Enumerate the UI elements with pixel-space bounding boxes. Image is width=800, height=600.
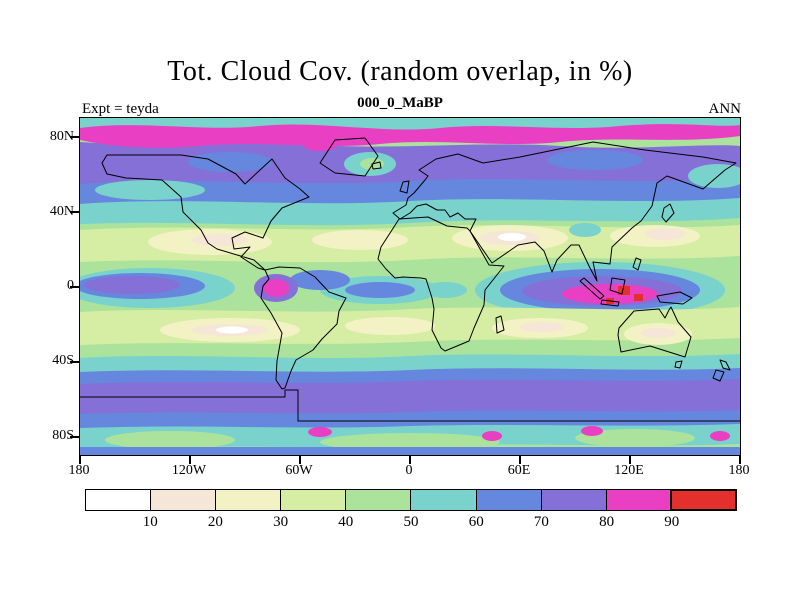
lat-tick-mark [70,136,79,138]
coast-africa [377,216,505,352]
coast-sumatra [579,277,605,300]
coast-madagascar [495,315,505,334]
colorbar-tick-label-50: 50 [403,514,419,530]
coast-new-zealand-north [719,359,731,371]
lon-tick-mark [299,456,301,464]
coast-iceland [371,161,382,170]
lat-tick-label-40n: 40N [49,204,74,219]
season-label: ANN [708,101,742,117]
lon-tick-label-60e: 60E [507,463,531,478]
contour-field [80,118,740,455]
experiment-label: Expt = teyda [82,101,159,117]
lat-tick-mark [70,361,79,363]
lat-tick-label-eq: 0 [28,278,74,294]
lon-tick-mark [409,456,411,464]
colorbar-tick-label-10: 10 [142,514,158,530]
lon-tick-mark [519,456,521,464]
coast-australia [617,306,692,358]
lon-tick-label-60w: 60W [285,463,313,478]
world-cloud-map [80,118,740,455]
colorbar-cell-90-100 [669,489,737,511]
colorbar-tick-label-80: 80 [599,514,615,530]
lon-tick-label-120e: 120E [614,463,644,478]
colorbar-cell-80-90 [605,490,671,510]
coast-britain [399,180,410,194]
lon-tick-mark [629,456,631,464]
colorbar-tick-label-20: 20 [207,514,223,530]
colorbar-cell-70-80 [540,490,606,510]
coast-new-guinea [656,291,693,305]
lon-tick-mark [79,456,81,464]
coast-antarctica [80,389,740,422]
coast-japan [661,203,675,223]
coast-greenland [319,137,379,177]
colorbar-cell-60-70 [475,490,541,510]
colorbar-cell-20-30 [215,490,281,510]
colorbar-cell-30-40 [280,490,346,510]
coast-eurasia [392,141,737,282]
lon-tick-label-180e: 180 [728,463,750,478]
coast-new-zealand-south [712,369,725,382]
colorbar-tick-label-40: 40 [338,514,354,530]
coast-borneo [609,277,626,295]
lat-tick-mark [70,286,79,288]
lon-tick-label-120w: 120W [171,463,207,478]
colorbar-tick-label-90: 90 [664,514,680,530]
coast-philippines [632,257,642,271]
lat-tick-mark [70,211,79,213]
coastlines [80,137,740,422]
coast-south-america [260,266,347,390]
colorbar-cell-40-50 [345,490,411,510]
lon-tick-mark [739,456,741,464]
colorbar [85,489,737,511]
coast-north-america [101,154,310,271]
lon-tick-label-180w: 180 [68,463,90,478]
lat-tick-mark [70,436,79,438]
map-frame [79,117,741,456]
colorbar-tick-label-60: 60 [468,514,484,530]
lon-tick-label-0: 0 [405,463,413,478]
coast-tasmania [674,360,683,369]
colorbar-cell-0-10 [86,490,151,510]
colorbar-labels: 10 20 30 40 50 60 70 80 90 [85,514,737,534]
colorbar-cell-10-20 [150,490,216,510]
colorbar-cell-50-60 [410,490,476,510]
plot-subtitle: 000_0_MaBP [357,95,443,111]
lat-tick-label-80n: 80N [49,129,74,144]
lon-tick-mark [189,456,191,464]
coast-java [600,299,620,307]
lat-tick-label-80s: 80S [52,428,74,443]
plot-title: Tot. Cloud Cov. (random overlap, in %) [167,56,633,87]
colorbar-tick-label-30: 30 [273,514,289,530]
colorbar-tick-label-70: 70 [533,514,549,530]
lat-tick-label-40s: 40S [52,353,74,368]
